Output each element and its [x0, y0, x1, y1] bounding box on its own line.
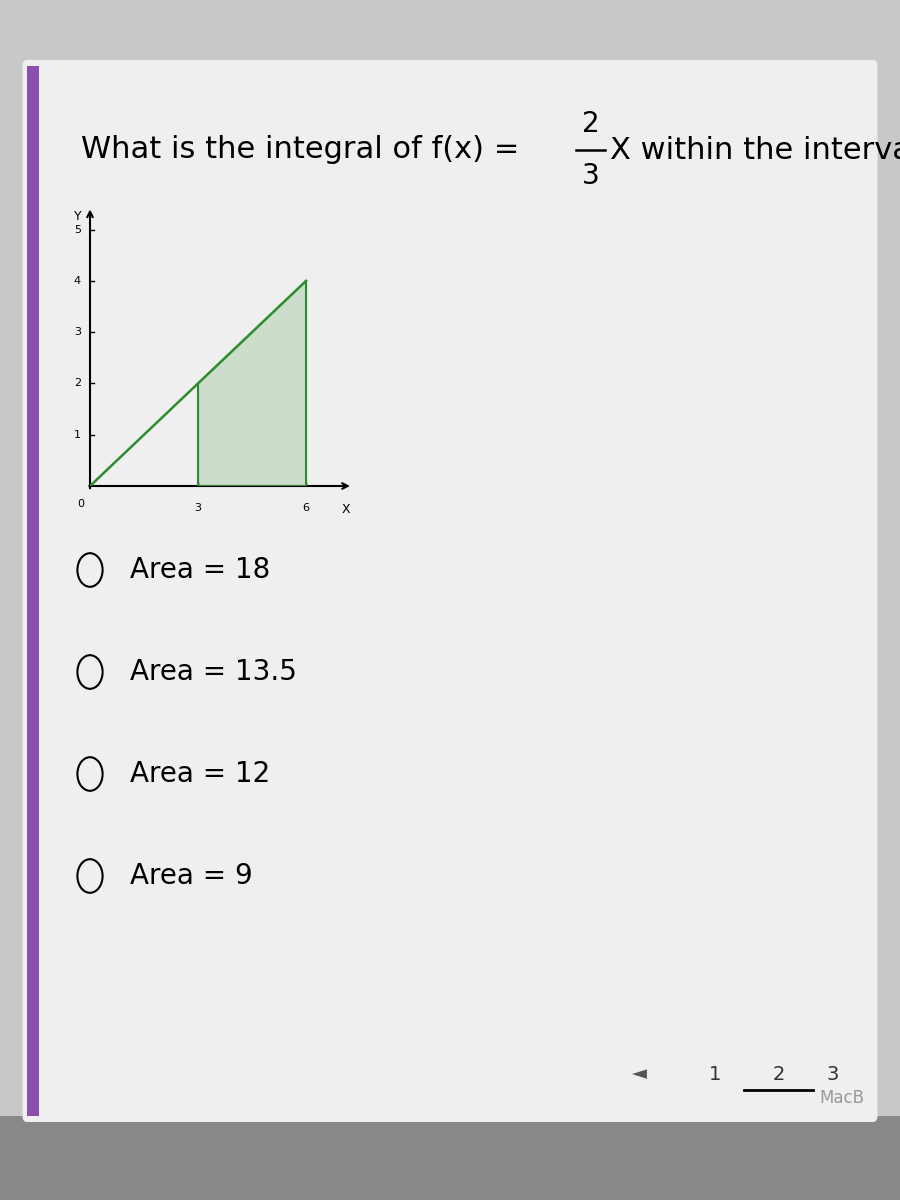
Text: Y: Y [74, 210, 81, 223]
Text: 3: 3 [194, 503, 202, 512]
Text: ◄: ◄ [632, 1064, 646, 1084]
Text: 3: 3 [581, 162, 599, 191]
Text: Area = 13.5: Area = 13.5 [130, 658, 297, 686]
Text: Area = 12: Area = 12 [130, 760, 271, 788]
Text: 2: 2 [772, 1064, 785, 1084]
FancyBboxPatch shape [22, 60, 878, 1122]
Text: X within the interval [3, 6]?: X within the interval [3, 6]? [610, 136, 900, 164]
Text: MacB: MacB [819, 1090, 864, 1106]
Text: 1: 1 [709, 1064, 722, 1084]
Text: 4: 4 [74, 276, 81, 286]
Text: 2: 2 [581, 109, 599, 138]
Text: 5: 5 [74, 224, 81, 235]
Text: 1: 1 [74, 430, 81, 439]
Bar [0, 1116, 900, 1200]
Bar [27, 66, 39, 1116]
Text: 3: 3 [74, 328, 81, 337]
Text: 3: 3 [826, 1064, 839, 1084]
Text: Area = 9: Area = 9 [130, 862, 253, 890]
Text: 2: 2 [74, 378, 81, 389]
Text: Area = 18: Area = 18 [130, 556, 271, 584]
Text: What is the integral of f(x) =: What is the integral of f(x) = [81, 136, 529, 164]
Text: 0: 0 [77, 499, 85, 509]
Text: X: X [341, 503, 350, 516]
Text: 6: 6 [302, 503, 310, 512]
